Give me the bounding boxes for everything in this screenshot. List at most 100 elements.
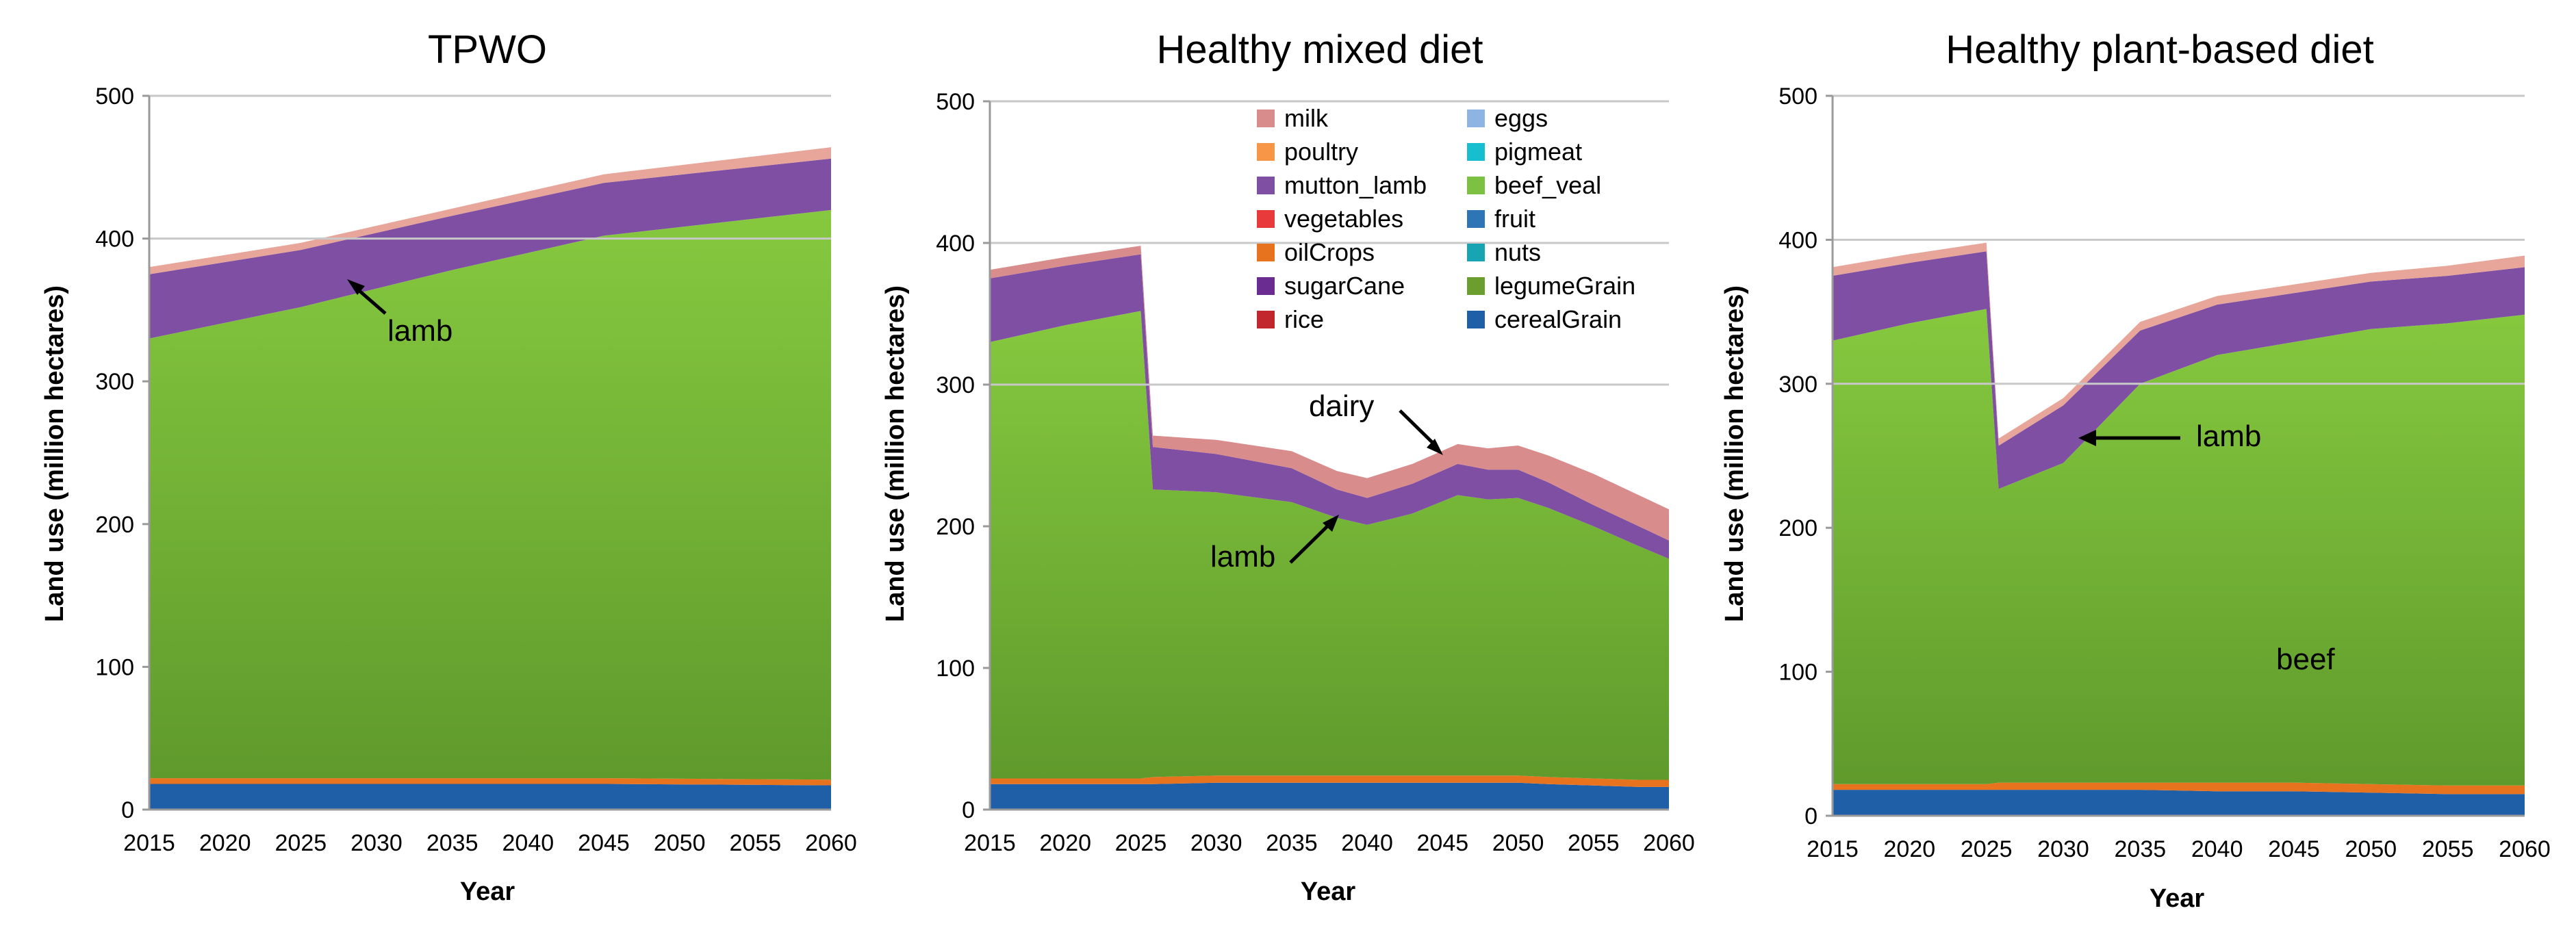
area-mutton-lamb [1833, 251, 2525, 489]
x-tick-label: 2035 [426, 830, 479, 856]
y-tick-label: 500 [936, 89, 975, 115]
legend-label: sugarCane [1284, 272, 1405, 300]
annotation-arrow [1399, 409, 1438, 448]
x-tick-label: 2040 [502, 830, 554, 856]
legend-label: beef_veal [1494, 171, 1601, 199]
x-tick-label: 2030 [2037, 836, 2089, 862]
x-tick-label: 2050 [2345, 836, 2397, 862]
x-tick-label: 2045 [2268, 836, 2320, 862]
legend-label: poultry [1284, 138, 1358, 166]
legend-swatch [1467, 277, 1485, 295]
area-other-crops [990, 775, 1669, 787]
x-tick-label: 2055 [1568, 830, 1620, 856]
legend-label: legumeGrain [1494, 272, 1635, 300]
area-other-crops [149, 778, 831, 786]
arrowhead [2078, 430, 2096, 446]
arrowhead [347, 279, 365, 295]
annotation-lamb: lamb [387, 314, 452, 348]
x-tick-label: 2025 [275, 830, 327, 856]
y-tick-label: 500 [95, 83, 134, 109]
x-tick-label: 2020 [1884, 836, 1936, 862]
legend-swatch [1467, 143, 1485, 161]
area-cerealgrain [990, 782, 1669, 810]
area-cerealgrain [149, 784, 831, 810]
legend-swatch [1257, 244, 1275, 261]
x-tick-label: 2025 [1115, 830, 1167, 856]
y-axis-label: Land use (million hectares) [40, 285, 69, 622]
y-tick-label: 200 [1778, 515, 1818, 541]
x-tick-label: 2060 [1643, 830, 1695, 856]
chart-title: Healthy mixed diet [1156, 27, 1483, 72]
legend-label: nuts [1494, 238, 1541, 266]
y-tick-label: 400 [936, 231, 975, 257]
legend-label: oilCrops [1284, 238, 1375, 266]
x-tick-label: 2055 [730, 830, 782, 856]
legend-label: fruit [1494, 205, 1535, 233]
y-tick-label: 100 [1778, 660, 1818, 686]
x-axis-label: Year [460, 877, 515, 906]
area-mutton-lamb [149, 158, 831, 339]
legend-label: rice [1284, 305, 1324, 333]
legend-swatch [1467, 109, 1485, 127]
area-cerealgrain [1833, 790, 2525, 816]
arrowhead [1323, 515, 1339, 532]
panel-healthy-mixed: 0 100 200 300 400 500 2015 2020 2025 2030 2035 2040… [881, 27, 1695, 906]
annotation-arrow [1289, 521, 1332, 564]
y-tick-label: 100 [95, 654, 134, 680]
area-milk [990, 246, 1669, 541]
x-tick-label: 2025 [1961, 836, 2013, 862]
y-tick-label: 100 [936, 656, 975, 682]
y-tick-label: 200 [95, 512, 134, 538]
x-tick-label: 2045 [1417, 830, 1469, 856]
x-tick-label: 2015 [964, 830, 1016, 856]
annotation-dairy: dairy [1309, 389, 1374, 423]
legend-label: mutton_lamb [1284, 171, 1427, 199]
x-tick-label: 2060 [805, 830, 857, 856]
legend-swatch [1257, 177, 1275, 194]
x-tick-label: 2050 [654, 830, 706, 856]
y-tick-label: 0 [962, 797, 975, 823]
area-beef-veal [149, 209, 831, 780]
legend-swatch [1257, 277, 1275, 295]
arrowhead [1427, 439, 1443, 455]
x-tick-label: 2030 [350, 830, 403, 856]
y-axis-label: Land use (million hectares) [1720, 285, 1749, 622]
area-other-crops [1833, 782, 2525, 795]
legend-label: eggs [1494, 104, 1548, 132]
x-tick-label: 2015 [1807, 836, 1859, 862]
y-tick-label: 0 [121, 797, 134, 823]
x-tick-label: 2015 [123, 830, 175, 856]
legend-swatch [1467, 177, 1485, 194]
area-beef-veal [990, 311, 1669, 780]
legend-swatch [1257, 109, 1275, 127]
area-beef-veal [1833, 309, 2525, 786]
legend: milk eggs poultry pigmeat mutton_lamb beef_ve… [1257, 104, 1635, 333]
legend-label: vegetables [1284, 205, 1403, 233]
legend-label: pigmeat [1494, 138, 1582, 166]
chart-title: Healthy plant-based diet [1946, 27, 2374, 72]
x-tick-label: 2035 [1266, 830, 1318, 856]
area-mutton-lamb [990, 254, 1669, 559]
legend-label: cerealGrain [1494, 305, 1622, 333]
x-tick-label: 2040 [1341, 830, 1393, 856]
area-dairy-other-livestock [1833, 242, 2525, 446]
legend-swatch [1467, 244, 1485, 261]
y-tick-label: 300 [95, 369, 134, 395]
legend-swatch [1467, 210, 1485, 228]
panel-tpwo: 0 100 200 300 400 500 2015 2020 2025 2030 2035 2040… [40, 27, 857, 906]
y-tick-label: 0 [1805, 803, 1818, 829]
legend-label: milk [1284, 104, 1329, 132]
x-tick-label: 2055 [2422, 836, 2474, 862]
x-tick-label: 2030 [1190, 830, 1242, 856]
annotation-beef: beef [2276, 643, 2335, 676]
y-axis-label: Land use (million hectares) [881, 285, 910, 622]
x-tick-label: 2060 [2499, 836, 2551, 862]
annotation-lamb: lamb [2196, 420, 2261, 453]
chart-title: TPWO [428, 27, 547, 72]
x-tick-label: 2020 [199, 830, 251, 856]
x-tick-label: 2020 [1039, 830, 1091, 856]
y-tick-label: 300 [936, 372, 975, 398]
y-tick-label: 500 [1778, 83, 1818, 109]
